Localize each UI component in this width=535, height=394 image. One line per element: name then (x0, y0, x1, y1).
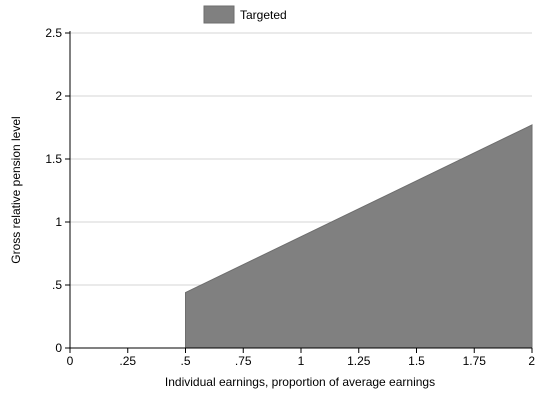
x-tick-label: 1.5 (408, 354, 425, 368)
plot-area (70, 124, 533, 349)
y-tick-label: .5 (52, 278, 62, 292)
y-tick-label: 1.5 (45, 152, 62, 166)
x-tick-label: 2 (528, 354, 535, 368)
x-tick-label: 1.25 (347, 354, 371, 368)
y-tick-label: 0 (55, 341, 62, 355)
legend-label-targeted: Targeted (240, 8, 287, 22)
x-tick-label: .25 (119, 354, 136, 368)
x-tick-label: 1 (298, 354, 305, 368)
legend-swatch-targeted (203, 5, 235, 24)
area-series-targeted (70, 124, 533, 349)
y-axis-ticks: 0 .5 1 1.5 2 2.5 (45, 26, 70, 355)
x-axis-ticks: 0 .25 .5 .75 1 1.25 1.5 1.75 2 (67, 348, 535, 368)
x-tick-label: 1.75 (463, 354, 487, 368)
x-tick-label: .75 (235, 354, 252, 368)
y-tick-label: 2.5 (45, 26, 62, 40)
x-tick-label: .5 (180, 354, 190, 368)
x-tick-label: 0 (67, 354, 74, 368)
y-tick-label: 2 (55, 89, 62, 103)
legend: Targeted (203, 5, 287, 24)
y-axis-label: Gross relative pension level (9, 116, 23, 263)
x-axis-label: Individual earnings, proportion of avera… (165, 375, 435, 389)
y-tick-label: 1 (55, 215, 62, 229)
